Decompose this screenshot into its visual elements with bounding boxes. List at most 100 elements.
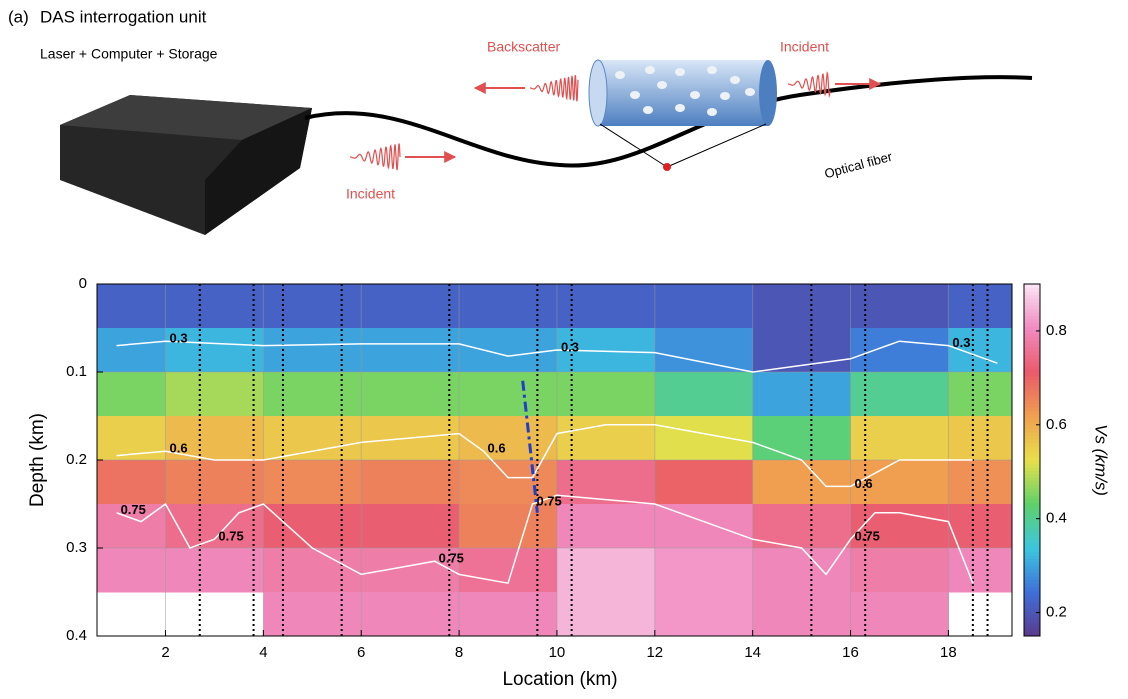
colorbar-step xyxy=(1024,319,1040,323)
figure: (a) DAS interrogation unit Laser + Compu… xyxy=(0,0,1128,694)
colorbar-step xyxy=(1024,414,1040,418)
backscatter-label: Backscatter xyxy=(487,39,560,55)
heatmap-cell xyxy=(361,372,459,417)
heatmap-cell xyxy=(655,372,753,417)
contour-label: 0.6 xyxy=(855,476,873,491)
colorbar-step xyxy=(1024,390,1040,394)
colorbar-step xyxy=(1024,576,1040,580)
colorbar-step xyxy=(1024,464,1040,468)
colorbar-step xyxy=(1024,302,1040,306)
contour-label: 0.3 xyxy=(561,339,579,354)
colorbar-label: Vs (km/s) xyxy=(1092,424,1111,496)
colorbar-step xyxy=(1024,333,1040,337)
colorbar-step xyxy=(1024,407,1040,411)
heatmap-cell xyxy=(361,328,459,373)
colorbar-step xyxy=(1024,347,1040,351)
colorbar-step xyxy=(1024,428,1040,432)
heatmap-cell xyxy=(263,592,361,637)
colorbar-step xyxy=(1024,460,1040,464)
colorbar-step xyxy=(1024,467,1040,471)
colorbar-step xyxy=(1024,326,1040,330)
colorbar-step xyxy=(1024,291,1040,295)
heatmap-cell xyxy=(166,372,264,417)
das-diagram: (a) DAS interrogation unit Laser + Compu… xyxy=(8,7,1032,235)
heatmap-cell xyxy=(361,284,459,329)
heatmap-cell xyxy=(166,504,264,549)
incident-label: Incident xyxy=(346,186,395,202)
colorbar-step xyxy=(1024,559,1040,563)
x-tick-label: 10 xyxy=(549,644,566,661)
colorbar-step xyxy=(1024,337,1040,341)
colorbar-step xyxy=(1024,629,1040,633)
x-tick-label: 8 xyxy=(455,644,463,661)
colorbar-step xyxy=(1024,590,1040,594)
contour-label: 0.75 xyxy=(121,502,146,517)
heatmap-cell xyxy=(655,416,753,461)
colorbar-tick-label: 0.6 xyxy=(1046,416,1067,433)
colorbar-step xyxy=(1024,573,1040,577)
colorbar-step xyxy=(1024,354,1040,358)
colorbar-step xyxy=(1024,442,1040,446)
incident-wave xyxy=(350,144,400,171)
cylinder-end xyxy=(759,60,777,126)
heatmap-cell xyxy=(459,548,557,593)
colorbar-step xyxy=(1024,555,1040,559)
heatmap-cell xyxy=(753,592,851,637)
x-tick-label: 6 xyxy=(357,644,365,661)
colorbar-step xyxy=(1024,340,1040,344)
contour-label: 0.3 xyxy=(170,331,188,346)
colorbar-step xyxy=(1024,478,1040,482)
colorbar-step xyxy=(1024,330,1040,334)
heatmap-cell xyxy=(361,460,459,505)
heatmap-cell xyxy=(263,504,361,549)
diagram-subtitle: Laser + Computer + Storage xyxy=(40,46,218,62)
colorbar-step xyxy=(1024,453,1040,457)
panel-label: (a) xyxy=(8,7,29,26)
colorbar-step xyxy=(1024,625,1040,629)
colorbar-step xyxy=(1024,288,1040,292)
contour-label: 0.3 xyxy=(952,335,970,350)
colorbar-step xyxy=(1024,485,1040,489)
colorbar-step xyxy=(1024,604,1040,608)
fiber-label: Optical fiber xyxy=(823,149,895,182)
contour-label: 0.6 xyxy=(170,441,188,456)
colorbar-step xyxy=(1024,295,1040,299)
x-tick-label: 16 xyxy=(842,644,859,661)
colorbar-step xyxy=(1024,393,1040,397)
colorbar-step xyxy=(1024,611,1040,615)
heatmap-cell xyxy=(263,416,361,461)
colorbar-step xyxy=(1024,618,1040,622)
heatmap-cell xyxy=(166,460,264,505)
colorbar-tick-label: 0.4 xyxy=(1046,510,1067,527)
colorbar-step xyxy=(1024,587,1040,591)
heatmap-cell xyxy=(753,416,851,461)
heatmap-cell xyxy=(557,416,655,461)
heatmap-cell xyxy=(753,548,851,593)
heatmap-cell xyxy=(753,284,851,329)
heatmap-cell xyxy=(459,416,557,461)
colorbar-step xyxy=(1024,284,1040,288)
contour-label: 0.75 xyxy=(439,551,464,566)
heatmap-cell xyxy=(851,416,949,461)
diagram-title: DAS interrogation unit xyxy=(40,7,207,26)
colorbar-step xyxy=(1024,344,1040,348)
colorbar-step xyxy=(1024,316,1040,320)
heatmap-cell xyxy=(459,284,557,329)
colorbar-step xyxy=(1024,449,1040,453)
heatmap-cell xyxy=(655,284,753,329)
heatmap-cell xyxy=(459,328,557,373)
colorbar-step xyxy=(1024,365,1040,369)
colorbar-step xyxy=(1024,601,1040,605)
colorbar-step xyxy=(1024,397,1040,401)
heatmap-cell xyxy=(166,284,264,329)
heatmap-cell xyxy=(361,504,459,549)
colorbar-step xyxy=(1024,418,1040,422)
heatmap-cell xyxy=(753,372,851,417)
contour-label: 0.6 xyxy=(488,441,506,456)
colorbar-step xyxy=(1024,530,1040,534)
heatmap-cell xyxy=(166,548,264,593)
colorbar-step xyxy=(1024,513,1040,517)
colorbar-step xyxy=(1024,527,1040,531)
colorbar-step xyxy=(1024,615,1040,619)
